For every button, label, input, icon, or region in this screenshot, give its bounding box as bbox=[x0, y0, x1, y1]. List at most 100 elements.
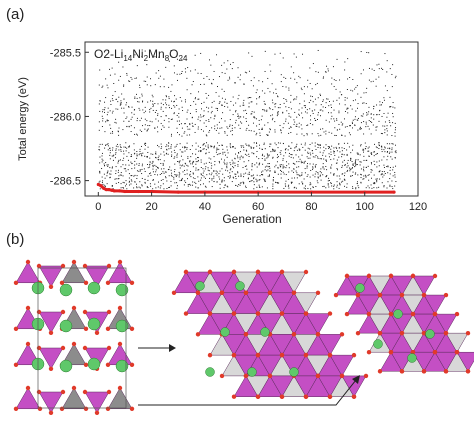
oxygen-atom bbox=[279, 269, 285, 275]
data-point bbox=[235, 102, 237, 104]
data-point bbox=[143, 168, 145, 170]
data-point bbox=[133, 113, 135, 115]
data-point bbox=[304, 160, 306, 162]
data-point bbox=[362, 69, 364, 71]
data-point bbox=[222, 144, 224, 146]
data-point bbox=[150, 107, 152, 109]
data-point bbox=[243, 104, 245, 106]
data-point bbox=[192, 81, 194, 83]
data-point bbox=[229, 145, 231, 147]
lowest-energy-point bbox=[112, 189, 116, 193]
data-point bbox=[187, 157, 189, 159]
data-point bbox=[325, 187, 327, 189]
data-point bbox=[392, 169, 394, 171]
data-point bbox=[226, 68, 228, 70]
oxygen-atom bbox=[443, 369, 449, 374]
data-point bbox=[216, 109, 218, 111]
data-point bbox=[163, 151, 165, 153]
data-point bbox=[163, 168, 165, 170]
data-point bbox=[359, 161, 361, 163]
data-point bbox=[376, 64, 378, 66]
data-point bbox=[144, 144, 146, 146]
data-point bbox=[155, 153, 157, 155]
data-point bbox=[344, 69, 346, 71]
data-point bbox=[317, 172, 319, 174]
data-point bbox=[182, 164, 184, 166]
data-point bbox=[354, 163, 356, 165]
data-point bbox=[280, 81, 282, 83]
data-point bbox=[130, 76, 132, 78]
data-point bbox=[370, 133, 372, 135]
data-point bbox=[115, 98, 117, 100]
data-point bbox=[341, 173, 343, 175]
data-point bbox=[112, 188, 114, 190]
data-point bbox=[183, 184, 185, 186]
data-point bbox=[315, 71, 317, 73]
data-point bbox=[112, 100, 114, 102]
data-point bbox=[134, 97, 136, 99]
data-point bbox=[277, 182, 279, 184]
data-point bbox=[303, 178, 305, 180]
plot-frame bbox=[84, 41, 419, 197]
data-point bbox=[299, 175, 301, 177]
data-point bbox=[221, 104, 223, 106]
data-point bbox=[180, 123, 182, 125]
data-point bbox=[216, 154, 218, 156]
data-point bbox=[232, 96, 234, 98]
data-point bbox=[290, 101, 292, 103]
data-point bbox=[111, 155, 113, 157]
data-point bbox=[118, 159, 120, 161]
data-point bbox=[379, 171, 381, 173]
data-point bbox=[370, 171, 372, 173]
data-point bbox=[184, 180, 186, 182]
data-point bbox=[171, 154, 173, 156]
data-point bbox=[234, 147, 236, 149]
data-point bbox=[248, 171, 250, 173]
data-point bbox=[238, 152, 240, 154]
data-point bbox=[300, 124, 302, 126]
data-point bbox=[148, 173, 150, 175]
data-point bbox=[134, 54, 136, 56]
data-point bbox=[381, 102, 383, 104]
data-point bbox=[168, 121, 170, 123]
data-point bbox=[107, 111, 109, 113]
oxygen-atom bbox=[339, 332, 345, 337]
data-point bbox=[199, 120, 201, 122]
data-point bbox=[341, 94, 343, 96]
data-point bbox=[197, 126, 199, 128]
data-point bbox=[355, 163, 357, 165]
data-point bbox=[350, 157, 352, 159]
data-point bbox=[387, 181, 389, 183]
data-point bbox=[130, 161, 132, 163]
data-point bbox=[190, 176, 192, 178]
data-point bbox=[243, 83, 245, 85]
data-point bbox=[191, 122, 193, 124]
data-point bbox=[146, 84, 148, 86]
data-point bbox=[110, 173, 112, 175]
data-point bbox=[142, 100, 144, 102]
data-point bbox=[360, 73, 362, 75]
oxygen-atom bbox=[117, 259, 123, 265]
data-point bbox=[387, 155, 389, 157]
data-point bbox=[162, 110, 164, 112]
data-point bbox=[314, 117, 316, 119]
lithium-atom bbox=[115, 319, 129, 333]
data-point bbox=[218, 95, 220, 97]
data-point bbox=[291, 177, 293, 179]
data-point bbox=[182, 151, 184, 153]
data-point bbox=[107, 145, 109, 147]
data-point bbox=[368, 174, 370, 176]
data-point bbox=[394, 185, 396, 187]
data-point bbox=[383, 149, 385, 151]
data-point bbox=[233, 146, 235, 148]
data-point bbox=[198, 98, 200, 100]
data-point bbox=[263, 142, 265, 144]
data-point bbox=[352, 144, 354, 146]
data-point bbox=[373, 114, 375, 116]
data-point bbox=[117, 169, 119, 171]
data-point bbox=[175, 176, 177, 178]
data-point bbox=[323, 146, 325, 148]
data-point bbox=[239, 74, 241, 76]
data-point bbox=[332, 100, 334, 102]
data-point bbox=[365, 175, 367, 177]
